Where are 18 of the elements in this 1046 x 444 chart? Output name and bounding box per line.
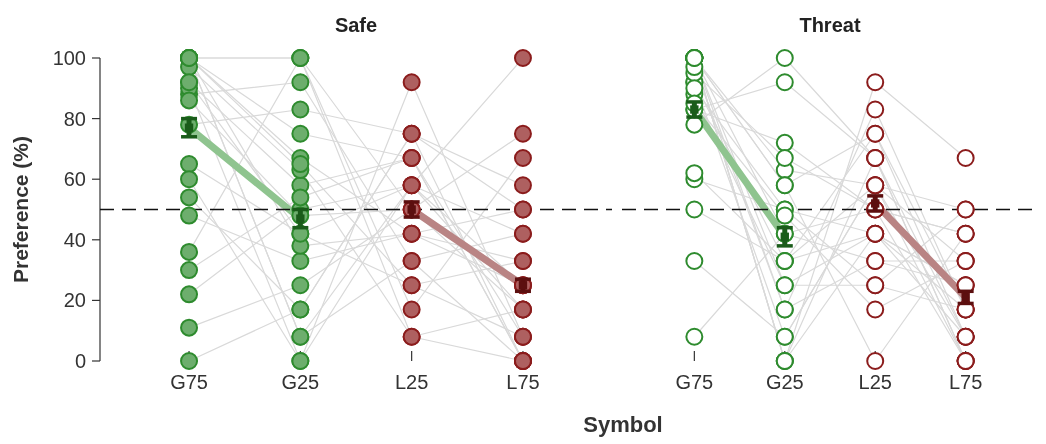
x-tick-label: L25: [394, 371, 429, 393]
x-tick-label: G25: [765, 371, 804, 393]
chart-title: Safe: [334, 14, 378, 36]
x-tick-label: G25: [281, 371, 320, 393]
y-tick-label: 60: [63, 168, 86, 191]
x-tick-label: L75: [506, 371, 540, 393]
x-tick-label: G75: [675, 371, 714, 393]
x-tick-label: G75: [170, 371, 208, 393]
x-tick-label: L25: [858, 371, 892, 393]
x-axis-title: Symbol: [583, 412, 663, 437]
chart-title: Threat: [799, 14, 861, 36]
y-tick-label: 20: [63, 289, 86, 312]
x-tick-label: L75: [948, 371, 983, 393]
y-tick-label: 80: [63, 107, 86, 130]
y-axis-title: Preference (%): [9, 135, 32, 284]
y-tick-label: 40: [63, 228, 86, 251]
y-tick-label: 100: [52, 47, 86, 69]
y-tick-label: 0: [74, 350, 86, 372]
